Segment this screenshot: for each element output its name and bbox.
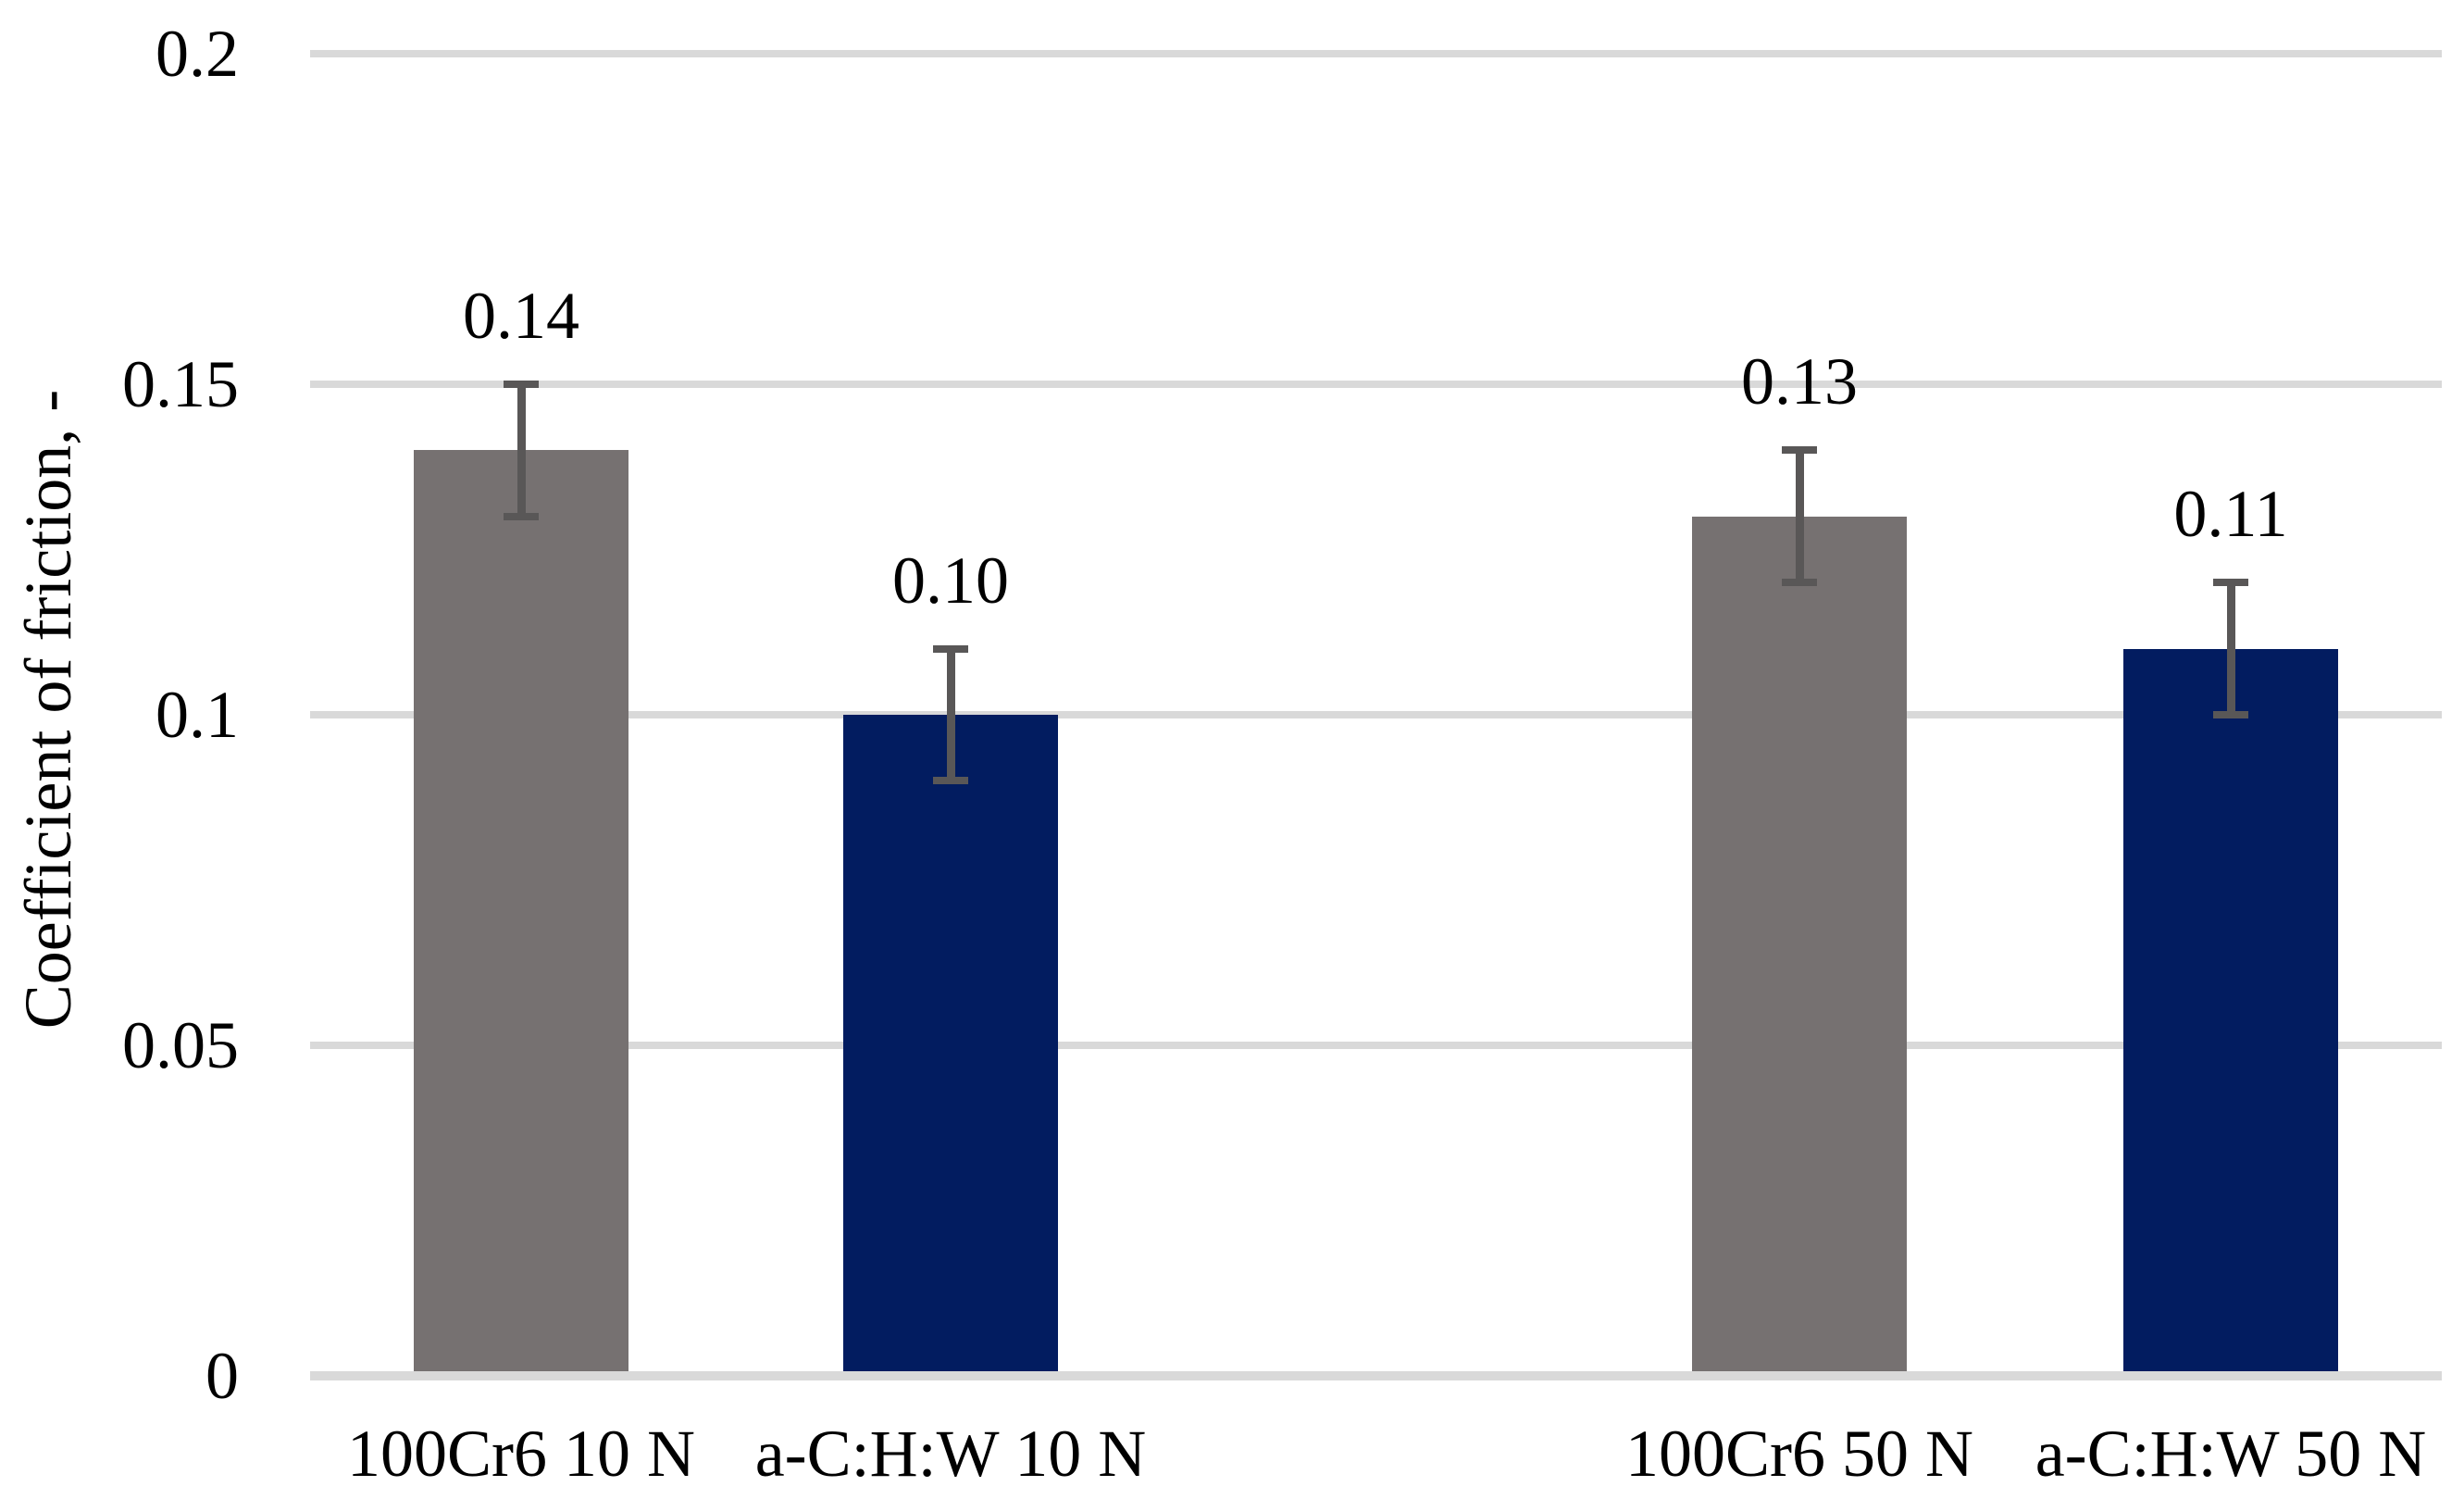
y-tick-label: 0.05 — [122, 1008, 239, 1082]
x-tick-label: 100Cr6 50 N — [1625, 1417, 1973, 1491]
y-tick-label: 0.1 — [156, 678, 239, 752]
gridline — [310, 381, 2442, 388]
gridline — [310, 50, 2442, 57]
error-bar-stem — [946, 648, 955, 781]
error-bar-stem — [2226, 582, 2235, 715]
y-tick-label: 0 — [205, 1339, 239, 1413]
x-tick-label: a-C:H:W 50 N — [2035, 1417, 2427, 1491]
error-bar-cap-bottom — [1782, 579, 1817, 587]
error-bar-cap-top — [933, 644, 968, 653]
error-bar-cap-bottom — [504, 512, 539, 520]
y-tick-label: 0.15 — [122, 347, 239, 421]
bar — [2123, 648, 2338, 1371]
error-bar-cap-bottom — [933, 777, 968, 785]
gridline — [310, 1042, 2442, 1049]
error-bar-cap-top — [2213, 579, 2248, 587]
x-tick-label: 100Cr6 10 N — [347, 1417, 695, 1491]
bar — [1692, 516, 1907, 1371]
bar-value-label: 0.14 — [463, 279, 579, 353]
gridline — [310, 711, 2442, 718]
bar-value-label: 0.11 — [2173, 477, 2288, 552]
error-bar-stem — [516, 384, 526, 517]
bar — [414, 450, 628, 1371]
error-bar-cap-bottom — [2213, 711, 2248, 718]
y-tick-label: 0.2 — [156, 17, 239, 91]
x-tick-label: a-C:H:W 10 N — [754, 1417, 1147, 1491]
x-axis-baseline — [310, 1371, 2442, 1380]
error-bar-stem — [1795, 450, 1804, 583]
bar-value-label: 0.13 — [1741, 344, 1858, 419]
bar-value-label: 0.10 — [892, 543, 1009, 618]
error-bar-cap-top — [1782, 446, 1817, 455]
error-bar-cap-top — [504, 381, 539, 388]
bar — [843, 715, 1058, 1371]
